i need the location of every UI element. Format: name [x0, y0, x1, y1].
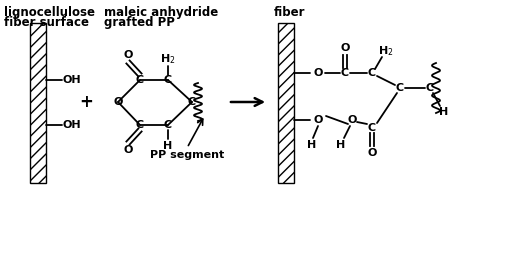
Text: C: C [396, 83, 404, 93]
Text: O: O [123, 50, 133, 60]
Text: OH: OH [63, 120, 81, 130]
Text: O: O [113, 97, 123, 107]
Text: OH: OH [63, 75, 81, 85]
Text: H$_2$: H$_2$ [378, 44, 394, 58]
Text: +: + [79, 93, 93, 111]
Text: grafted PP: grafted PP [104, 16, 175, 29]
Text: C: C [164, 75, 172, 85]
Text: H: H [336, 140, 346, 150]
Text: C: C [368, 123, 376, 133]
Text: O: O [313, 115, 323, 125]
Text: fiber surface: fiber surface [4, 16, 89, 29]
Text: O: O [123, 145, 133, 155]
Text: O: O [367, 148, 376, 158]
Text: O: O [340, 43, 350, 53]
Text: C: C [426, 83, 434, 93]
Text: H$_2$: H$_2$ [160, 52, 176, 66]
Text: H: H [163, 141, 173, 151]
Text: H: H [439, 107, 449, 117]
Text: C: C [136, 75, 144, 85]
Text: O: O [313, 68, 323, 78]
Text: fiber: fiber [274, 6, 305, 19]
Text: PP segment: PP segment [150, 150, 224, 160]
Text: C: C [164, 120, 172, 130]
Text: C: C [136, 120, 144, 130]
Bar [30, 23, 46, 183]
Bar [278, 23, 294, 183]
Text: C: C [341, 68, 349, 78]
Text: C: C [188, 97, 196, 107]
Text: H: H [307, 140, 317, 150]
Text: maleic anhydride: maleic anhydride [104, 6, 218, 19]
Text: O: O [347, 115, 357, 125]
Text: C: C [368, 68, 376, 78]
Text: lignocellulose: lignocellulose [4, 6, 95, 19]
